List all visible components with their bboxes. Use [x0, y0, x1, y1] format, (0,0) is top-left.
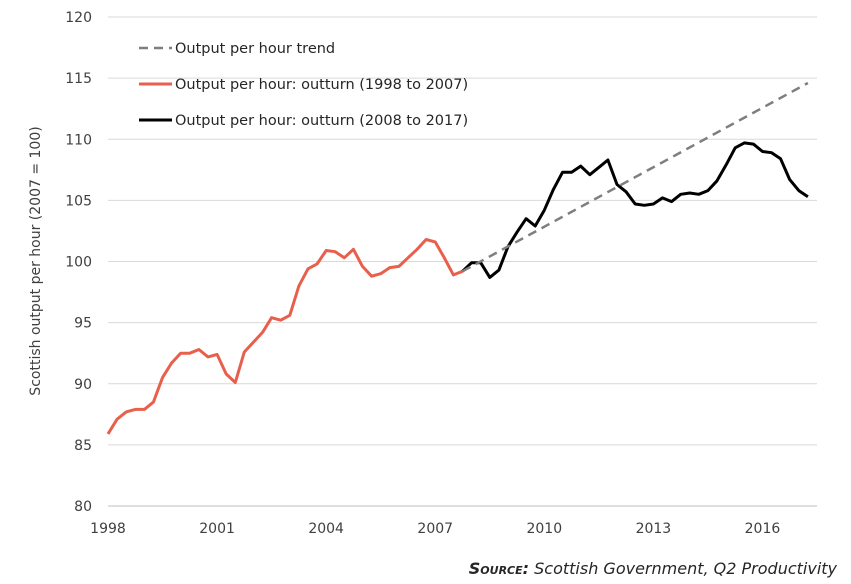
y-tick-label: 80 [74, 499, 92, 515]
x-tick-label: 2007 [417, 521, 453, 537]
y-tick-label: 95 [74, 316, 92, 332]
y-tick-label: 100 [65, 255, 92, 271]
series-line [461, 141, 809, 279]
x-tick-label: 2016 [745, 521, 781, 537]
source-label: Source: [468, 559, 530, 578]
y-tick-label: 85 [74, 438, 92, 454]
y-tick-label: 110 [65, 132, 92, 148]
x-tick-label: 2010 [526, 521, 562, 537]
legend: Output per hour trend Output per hour: ou… [139, 41, 468, 129]
x-axis: 1998 2001 2004 2007 2010 2013 2016 [90, 521, 780, 537]
y-tick-label: 115 [65, 71, 92, 87]
series-line [461, 81, 809, 273]
source-text: Scottish Government, Q2 Productivity [534, 559, 837, 578]
x-tick-label: 1998 [90, 521, 126, 537]
grid-lines [108, 16, 817, 446]
y-tick-label: 90 [74, 377, 92, 393]
y-axis-label: Scottish output per hour (2007 = 100) [28, 126, 44, 395]
series-line [106, 238, 464, 435]
y-tick-label: 105 [65, 193, 92, 209]
legend-label: Output per hour trend [175, 41, 335, 57]
line-chart: 80 85 90 95 100 105 110 115 120 1998 2001 2004 2007… [28, 10, 817, 537]
legend-label: Output per hour: outturn (1998 to 2007) [175, 77, 468, 93]
legend-label: Output per hour: outturn (2008 to 2017) [175, 113, 468, 129]
source-note: Source: Scottish Government, Q2 Producti… [469, 559, 837, 578]
y-axis: 80 85 90 95 100 105 110 115 120 [65, 10, 92, 515]
x-tick-label: 2001 [199, 521, 235, 537]
y-tick-label: 120 [65, 10, 92, 26]
series-lines [106, 81, 809, 435]
x-tick-label: 2013 [636, 521, 672, 537]
x-tick-label: 2004 [308, 521, 344, 537]
